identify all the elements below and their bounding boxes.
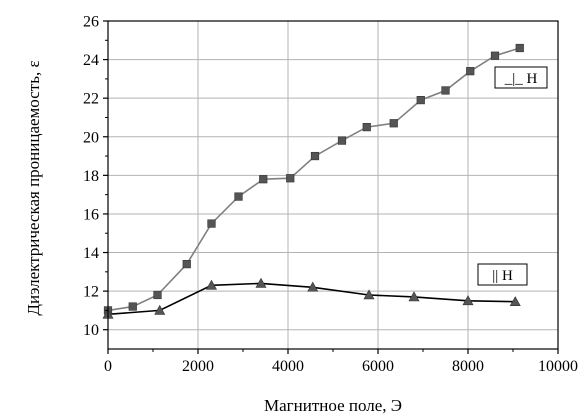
- legend-box: [477, 263, 528, 286]
- data-point-square: [207, 219, 216, 228]
- data-point-square: [490, 51, 500, 60]
- x-axis-title: Магнитное поле, Э: [264, 396, 402, 415]
- tick-labels: 0 2000 4000 6000 8000 10000 10 12 14 16 18 20 22 24 26: [83, 14, 578, 376]
- data-point-triangle: [363, 289, 375, 300]
- data-point-square: [182, 260, 191, 269]
- x-tick-label: 6000: [362, 358, 394, 375]
- series-line-1: [107, 47, 521, 312]
- y-tick-label: 16: [83, 206, 99, 223]
- data-point-square: [286, 174, 295, 183]
- data-point-square: [259, 175, 268, 184]
- y-tick-label: 18: [83, 168, 99, 185]
- data-point-square: [234, 192, 243, 201]
- y-tick-label: 14: [83, 245, 99, 262]
- legend: _|_ H || H: [477, 66, 548, 286]
- y-axis-title: Диэлектрическая проницаемость, ε: [24, 60, 43, 315]
- data-point-triangle: [509, 296, 521, 307]
- data-point-triangle: [307, 281, 319, 292]
- y-tick-label: 12: [83, 284, 99, 301]
- data-point-square: [337, 136, 347, 145]
- x-tick-label: 10000: [538, 358, 578, 375]
- data-point-square: [515, 43, 524, 53]
- data-point-triangle: [255, 277, 267, 288]
- legend-box: [494, 66, 548, 89]
- y-tick-label: 24: [83, 52, 99, 69]
- data-point-triangle: [154, 304, 166, 315]
- legend-item-2: || H: [477, 263, 528, 286]
- legend-label: || H: [492, 268, 513, 284]
- y-tick-label: 26: [83, 14, 99, 31]
- series-lines: [107, 47, 521, 316]
- grid: [108, 21, 558, 349]
- data-point-square: [128, 302, 137, 311]
- data-point-triangle: [205, 279, 218, 290]
- data-point-square: [310, 151, 320, 161]
- legend-label: _|_ H: [504, 71, 538, 87]
- y-tick-label: 22: [83, 91, 99, 108]
- data-point-square: [441, 86, 450, 95]
- series-markers: [102, 43, 524, 319]
- plot-frame: [107, 20, 559, 350]
- x-tick-label: 2000: [182, 358, 214, 375]
- data-point-triangle: [462, 295, 474, 306]
- y-tick-label: 20: [83, 129, 99, 146]
- x-tick-label: 0: [104, 358, 112, 375]
- data-point-square: [362, 123, 371, 132]
- x-tick-label: 8000: [452, 358, 484, 375]
- x-tick-label: 4000: [272, 358, 304, 375]
- data-point-square: [416, 96, 425, 105]
- data-point-square: [153, 290, 162, 300]
- data-point-square: [466, 67, 475, 76]
- ticks: [103, 20, 559, 354]
- y-tick-label: 10: [83, 322, 99, 339]
- data-point-triangle: [408, 291, 420, 302]
- data-point-square: [389, 119, 398, 128]
- legend-item-1: _|_ H: [494, 66, 548, 89]
